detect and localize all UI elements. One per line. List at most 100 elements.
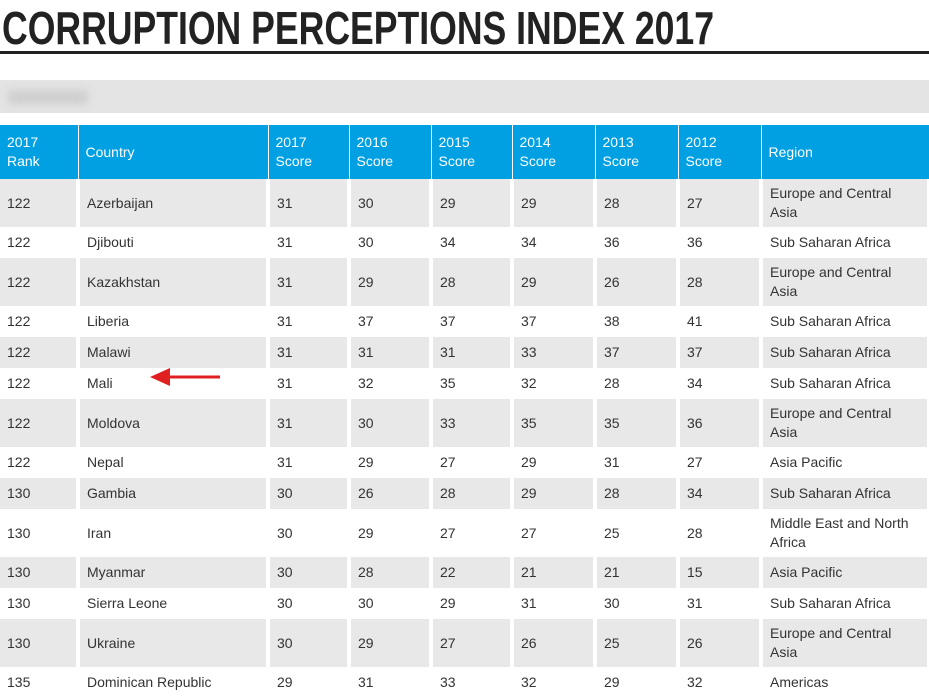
column-header-text: 2014 Score: [519, 134, 557, 169]
table-cell: Gambia: [78, 478, 270, 509]
table-cell: 122: [0, 447, 80, 478]
table-cell: 30: [349, 179, 433, 227]
table-cell: 28: [595, 368, 680, 399]
column-header: 2017 Rank: [0, 125, 79, 179]
table-row: 122 Kazakhstan 31 29 28 29 26 28 Europe and Cent…: [0, 258, 929, 306]
table-cell: 37: [678, 337, 763, 368]
table-cell: 30: [595, 588, 680, 619]
table-cell: 30: [268, 619, 351, 667]
column-header: 2017 Score: [268, 125, 350, 179]
table-cell: Nepal: [78, 447, 270, 478]
table-cell: Liberia: [78, 306, 270, 337]
column-header: 2012 Score: [678, 125, 762, 179]
column-header-text: 2015 Score: [438, 134, 476, 169]
table-cell: 31: [268, 337, 351, 368]
column-header-text: Region: [768, 143, 813, 160]
column-header: 2013 Score: [595, 125, 679, 179]
column-header-text: 2017 Rank: [7, 134, 40, 169]
column-header: Country: [78, 125, 269, 179]
table-cell: Europe and Central Asia: [761, 179, 929, 227]
table-cell: 37: [595, 337, 680, 368]
table-cell: 122: [0, 227, 80, 258]
table-cell: 31: [431, 337, 514, 368]
table-cell: Myanmar: [78, 557, 270, 588]
table-cell: 29: [595, 667, 680, 698]
table-cell: 33: [431, 667, 514, 698]
table-cell: 21: [595, 557, 680, 588]
table-row: 122 Nepal 31 29 27 29 31 27 Asia Pacific: [0, 447, 929, 478]
table-cell: 29: [512, 447, 597, 478]
table-cell: 122: [0, 368, 80, 399]
table-cell: 29: [512, 179, 597, 227]
column-header-text: 2013 Score: [602, 134, 640, 169]
table-cell: Europe and Central Asia: [761, 619, 929, 667]
table-cell: 29: [512, 258, 597, 306]
table-cell: 32: [678, 667, 763, 698]
table-cell: 130: [0, 478, 80, 509]
table-cell: 35: [595, 399, 680, 447]
table-row: 130 Myanmar 30 28 22 21 21 15 Asia Pacific: [0, 557, 929, 588]
table-cell: 27: [431, 619, 514, 667]
table-cell: Ukraine: [78, 619, 270, 667]
table-cell: 36: [595, 227, 680, 258]
table-cell: 32: [349, 368, 433, 399]
table-row: 122 Malawi 31 31 31 33 37 37 Sub Saharan Africa: [0, 337, 929, 368]
column-header-text: 2016 Score: [356, 134, 394, 169]
header-row: 2017 Rank Country 2017 Score 2016 Score 2015…: [0, 125, 929, 179]
table-cell: 28: [678, 509, 763, 557]
table-row: 135 Dominican Republic 29 31 33 32 29 32 America…: [0, 667, 929, 698]
table-cell: 34: [678, 478, 763, 509]
table-cell: 31: [268, 399, 351, 447]
page-title: CORRUPTION PERCEPTIONS INDEX 2017: [2, 2, 714, 52]
table-cell: 33: [512, 337, 597, 368]
column-header: 2015 Score: [431, 125, 513, 179]
table-cell: 31: [268, 368, 351, 399]
title-svg: CORRUPTION PERCEPTIONS INDEX 2017: [2, 2, 714, 52]
column-header: 2016 Score: [349, 125, 432, 179]
table-cell: 29: [349, 447, 433, 478]
table-cell: 35: [431, 368, 514, 399]
table-cell: 27: [678, 179, 763, 227]
table-cell: 38: [595, 306, 680, 337]
table-cell: 34: [431, 227, 514, 258]
table-cell: 122: [0, 258, 80, 306]
table-cell: 27: [512, 509, 597, 557]
table-cell: 29: [349, 509, 433, 557]
table-cell: 130: [0, 557, 80, 588]
table-cell: 31: [512, 588, 597, 619]
search-bar[interactable]: [0, 80, 929, 113]
table-cell: Iran: [78, 509, 270, 557]
table-cell: 29: [268, 667, 351, 698]
table-cell: Sub Saharan Africa: [761, 337, 929, 368]
table-cell: 25: [595, 619, 680, 667]
table-cell: 33: [431, 399, 514, 447]
table-cell: 28: [431, 478, 514, 509]
table-cell: 36: [678, 399, 763, 447]
table-cell: 28: [431, 258, 514, 306]
table-cell: 34: [512, 227, 597, 258]
table-cell: 26: [512, 619, 597, 667]
table-body: 122 Azerbaijan 31 30 29 29 28 27 Europe and Cent…: [0, 179, 929, 698]
table-row: 130 Sierra Leone 30 30 29 31 30 31 Sub Saharan A…: [0, 588, 929, 619]
table-cell: 30: [349, 588, 433, 619]
table-cell: Middle East and North Africa: [761, 509, 929, 557]
blurred-text: [8, 90, 88, 104]
table-cell: 22: [431, 557, 514, 588]
table-cell: 31: [349, 667, 433, 698]
table-cell: 30: [349, 227, 433, 258]
table-cell: 130: [0, 588, 80, 619]
table-cell: Sub Saharan Africa: [761, 306, 929, 337]
table-cell: 31: [268, 179, 351, 227]
table-cell: 27: [431, 447, 514, 478]
table-cell: 29: [431, 179, 514, 227]
table-row: 122 Moldova 31 30 33 35 35 36 Europe and Central…: [0, 399, 929, 447]
table-cell: 26: [678, 619, 763, 667]
highlight-arrow: [150, 368, 220, 386]
table-cell: Asia Pacific: [761, 447, 929, 478]
table-cell: 130: [0, 509, 80, 557]
table-row: 130 Ukraine 30 29 27 26 25 26 Europe and Central…: [0, 619, 929, 667]
column-header: Region: [761, 125, 929, 179]
table-cell: 34: [678, 368, 763, 399]
table-cell: Malawi: [78, 337, 270, 368]
table-cell: 31: [595, 447, 680, 478]
